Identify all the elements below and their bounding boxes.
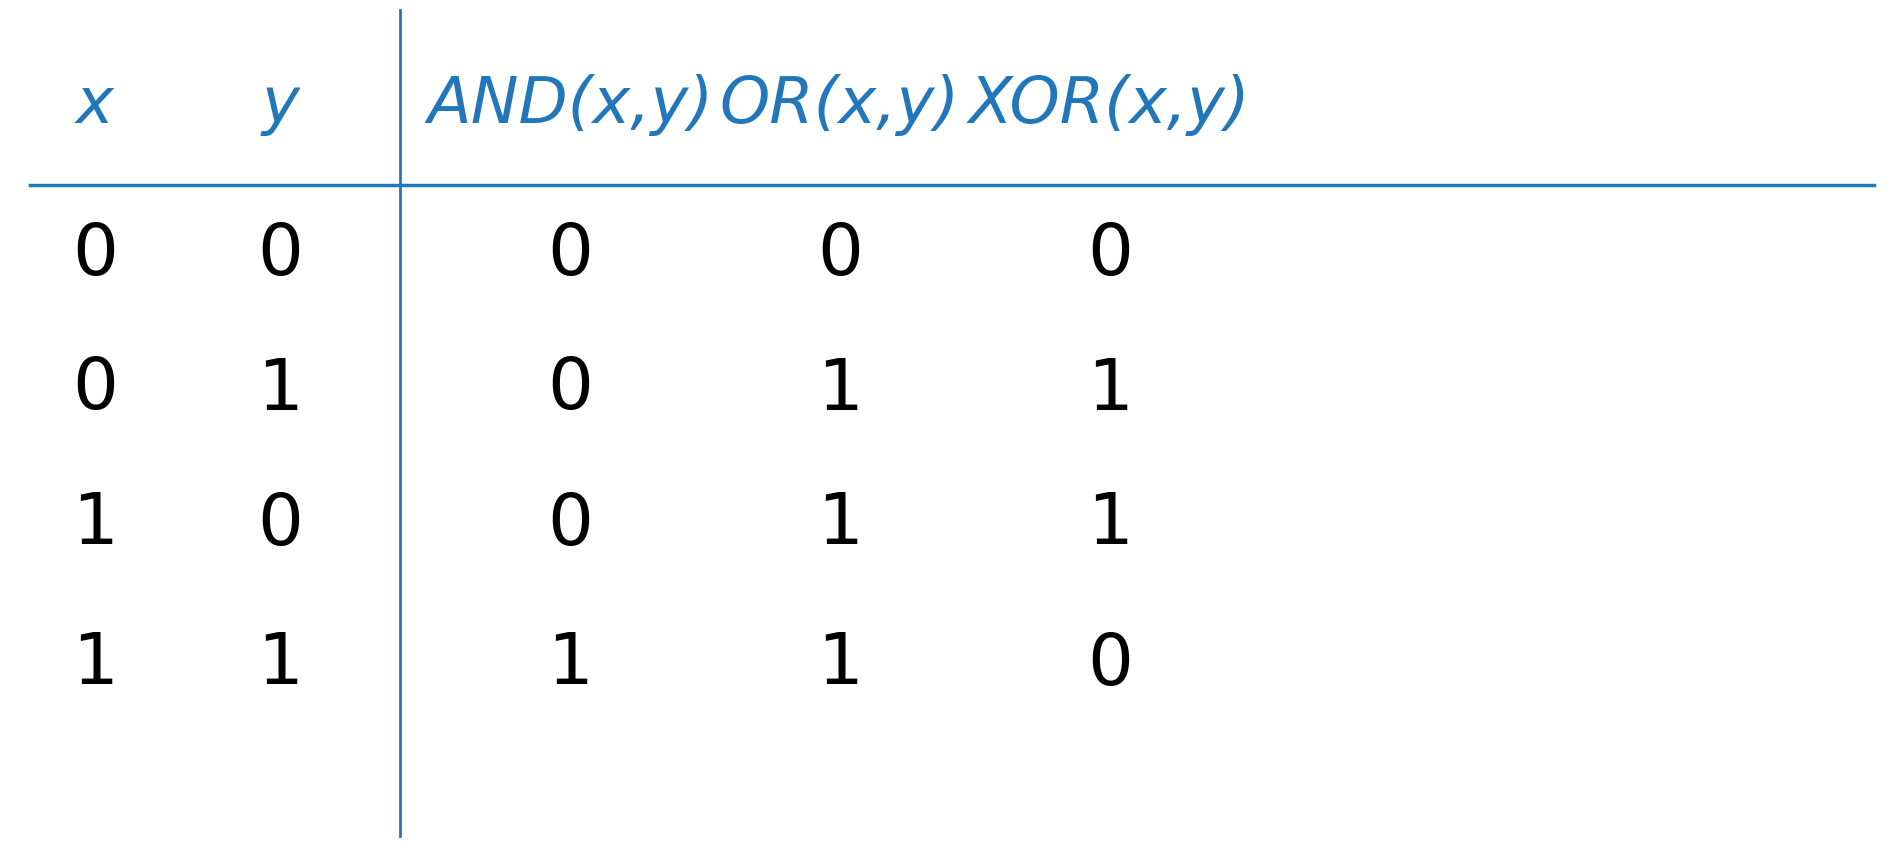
Text: 1: 1 (817, 630, 863, 700)
Text: 0: 0 (257, 221, 303, 289)
Text: 0: 0 (72, 355, 118, 425)
Text: 1: 1 (257, 630, 303, 700)
Text: 1: 1 (817, 491, 863, 559)
Text: 1: 1 (72, 630, 118, 700)
Text: 0: 0 (1087, 630, 1133, 700)
Text: 0: 0 (546, 355, 592, 425)
Text: 1: 1 (1087, 355, 1133, 425)
Text: 0: 0 (546, 221, 592, 289)
Text: OR(x,y): OR(x,y) (720, 74, 960, 136)
Text: 0: 0 (546, 491, 592, 559)
Text: x: x (76, 74, 114, 136)
Text: 1: 1 (72, 491, 118, 559)
Text: 1: 1 (1087, 491, 1133, 559)
Text: 1: 1 (546, 630, 592, 700)
Text: XOR(x,y): XOR(x,y) (969, 74, 1251, 136)
Text: 0: 0 (1087, 221, 1133, 289)
Text: 1: 1 (817, 355, 863, 425)
Text: AND(x,y): AND(x,y) (426, 74, 714, 136)
Text: 0: 0 (72, 221, 118, 289)
Text: 0: 0 (257, 491, 303, 559)
Text: 1: 1 (257, 355, 303, 425)
Text: y: y (261, 74, 299, 136)
Text: 0: 0 (817, 221, 863, 289)
